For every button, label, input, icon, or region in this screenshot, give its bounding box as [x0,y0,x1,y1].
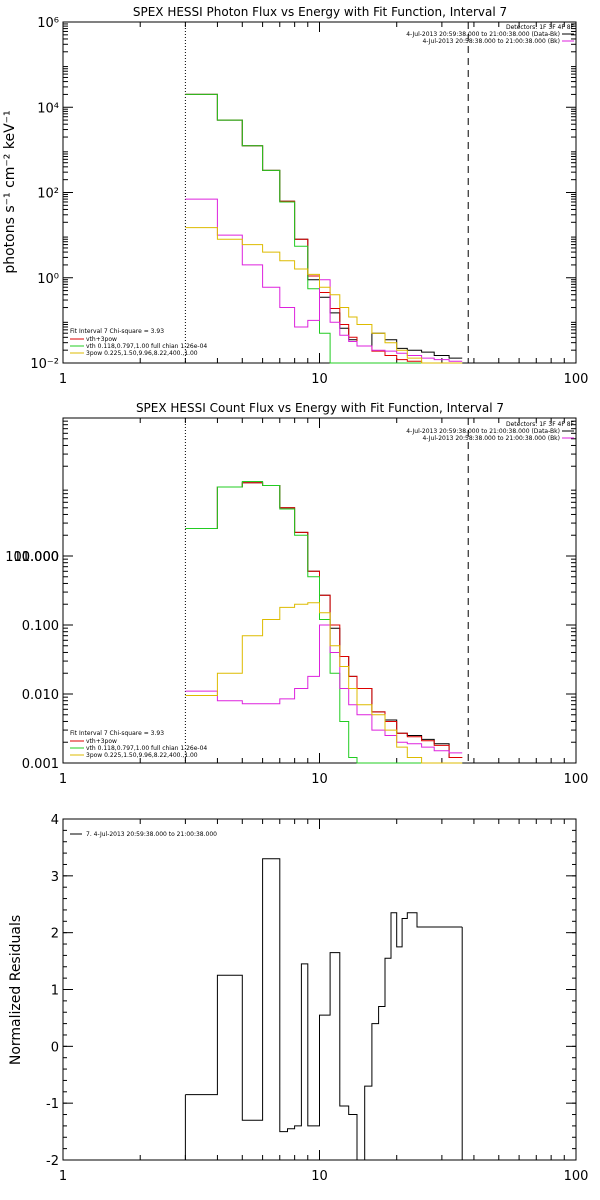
count-y-tick-label: 0.010 [22,688,59,703]
photon-legend-bottom-left: Fit Interval 7 Chi-square = 3.93 vth+3po… [70,328,207,357]
photon-y-tick-label: 10² [37,187,59,202]
count-panel-title: SPEX HESSI Count Flux vs Energy with Fit… [136,401,504,415]
photon-legend-top-right: Detectors: 1F 3F 4F 8F 4-Jul-2013 20:59:… [406,24,574,45]
residuals-x-tick-label: 10 [311,1169,328,1184]
residuals-y-tick-label: -1 [46,1097,59,1112]
count-legend-bk: 4-Jul-2013 20:58:38.000 to 21:00:38.000 … [422,435,560,442]
photon-series-1 [185,93,463,364]
residuals-series-0 [185,858,463,1161]
photon-legend-detectors: Detectors: 1F 3F 4F 8F [506,24,575,31]
residuals-y-tick-label: 1 [51,984,59,999]
residuals-panel: Normalized Residuals -2 -1 0 1 2 3 4 1 10 100 7.… [8,813,588,1184]
photon-fit-total-label: vth+3pow [86,336,117,343]
photon-series-2 [185,93,463,364]
residuals-y-tick-label: -2 [46,1154,59,1169]
count-flux-panel: SPEX HESSI Count Flux vs Energy with Fit… [5,401,588,787]
photon-fit-vth-label: vth 0.118,0.797,1.00 full chian 1.26e-04 [86,343,207,350]
residuals-legend-label: 7. 4-Jul-2013 20:59:38.000 to 21:00:38.0… [86,831,217,838]
count-series-4 [185,602,463,764]
count-y-tick-label: 0.001 [22,757,59,772]
photon-reference-lines [184,22,469,363]
count-fit-3pow-label: 3pow 0.225,1.50,9.96,8.22,400.,1.00 [86,752,198,759]
photon-panel-title: SPEX HESSI Photon Flux vs Energy with Fi… [133,5,507,19]
photon-y-axis-label: photons s⁻¹ cm⁻² keV⁻¹ [2,110,18,273]
count-legend-top-right: Detectors: 1F 3F 4F 8F 4-Jul-2013 20:59:… [406,421,574,442]
photon-x-tick-label: 1 [59,372,67,387]
count-series-0 [185,482,463,758]
count-y-tick-label: 1.000 [22,550,59,565]
photon-series-0 [185,93,463,359]
count-legend-detectors: Detectors: 1F 3F 4F 8F [506,421,575,428]
photon-x-tick-label: 100 [564,372,589,387]
count-series-1 [185,482,463,758]
residuals-x-ticks: 1 10 100 [59,819,589,1184]
count-x-tick-label: 1 [59,772,67,787]
residuals-x-tick-label: 100 [564,1169,589,1184]
count-series [185,481,463,764]
photon-x-ticks: 1 10 100 [59,22,589,387]
photon-x-tick-label: 10 [311,372,328,387]
photon-fit-3pow-label: 3pow 0.225,1.50,9.96,8.22,400.,1.00 [86,350,198,357]
count-x-tick-label: 10 [311,772,328,787]
residuals-y-tick-label: 2 [51,927,59,942]
residuals-y-axis-label: Normalized Residuals [8,915,24,1065]
photon-legend-bk: 4-Jul-2013 20:58:38.000 to 21:00:38.000 … [422,38,560,45]
photon-y-tick-label: 10⁻² [30,357,59,372]
count-x-ticks: 1 10 100 [59,418,589,787]
count-fit-total-label: vth+3pow [86,738,117,745]
count-series-2 [185,481,463,764]
count-fit-vth-label: vth 0.118,0.797,1.00 full chian 1.26e-04 [86,745,207,752]
count-series-3 [185,624,463,754]
count-reference-lines [184,418,469,763]
photon-series [185,93,463,364]
residuals-y-tick-label: 3 [51,870,59,885]
residuals-y-ticks: -2 -1 0 1 2 3 4 [46,813,576,1169]
photon-series-3 [185,198,463,362]
photon-y-tick-label: 10⁴ [37,101,59,116]
photon-y-tick-label: 10⁰ [37,272,59,287]
photon-flux-panel: SPEX HESSI Photon Flux vs Energy with Fi… [2,5,588,387]
photon-fit-info: Fit Interval 7 Chi-square = 3.93 [70,328,164,335]
count-legend-data-bk: 4-Jul-2013 20:59:38.000 to 21:00:38.000 … [406,428,560,435]
photon-legend-data-bk: 4-Jul-2013 20:59:38.000 to 21:00:38.000 … [406,31,560,38]
photon-y-tick-label: 10⁶ [37,16,59,31]
count-y-tick-label: 0.100 [22,619,59,634]
count-y-tick-label: 10.000 [14,550,60,565]
count-y-tick-label: 100.000 [5,550,59,565]
residuals-series [184,858,463,1161]
count-fit-info: Fit Interval 7 Chi-square = 3.93 [70,730,164,737]
count-legend-bottom-left: Fit Interval 7 Chi-square = 3.93 vth+3po… [70,730,207,759]
photon-series-4 [185,227,463,364]
residuals-y-tick-label: 4 [51,813,59,828]
photon-y-ticks: 10⁻² 10⁰ 10² 10⁴ 10⁶ [30,16,576,372]
residuals-y-tick-label: 0 [51,1040,59,1055]
count-x-tick-label: 100 [564,772,589,787]
residuals-x-tick-label: 1 [59,1169,67,1184]
